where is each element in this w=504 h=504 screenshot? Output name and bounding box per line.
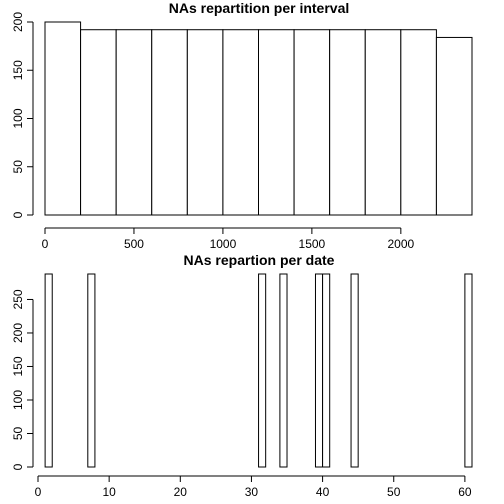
bar	[322, 273, 331, 468]
bar	[329, 29, 366, 216]
x-tick-label: 2000	[387, 237, 414, 251]
bar	[115, 29, 153, 216]
x-tick-label: 0	[42, 237, 49, 251]
y-tick-label: 0	[11, 463, 25, 470]
x-tick-label: 1500	[299, 237, 326, 251]
x-tick-label: 10	[102, 485, 116, 499]
x-tick-label: 20	[174, 485, 188, 499]
y-tick-label: 50	[11, 426, 25, 440]
bar	[151, 29, 188, 216]
bar	[350, 273, 359, 468]
bar	[222, 29, 260, 216]
interval-histogram: NAs repartition per interval 0 50 100 150 20…	[11, 0, 473, 251]
bar	[87, 273, 96, 468]
y-tick-label: 0	[11, 211, 25, 218]
y-tick-label: 50	[11, 160, 25, 174]
bar	[364, 29, 402, 216]
y-tick-label: 100	[11, 108, 25, 128]
bar	[400, 29, 437, 216]
bar	[464, 273, 473, 468]
bar	[258, 273, 267, 468]
bar	[80, 29, 117, 216]
y-tick-label: 200	[11, 12, 25, 32]
date-histogram: NAs repartion per date 0 50 100 150 200 250 0 1…	[11, 252, 473, 499]
x-tick-label: 60	[458, 485, 472, 499]
x-tick-label: 0	[35, 485, 42, 499]
bar	[44, 273, 53, 468]
x-tick-label: 50	[387, 485, 401, 499]
bar	[44, 21, 82, 216]
y-tick-label: 150	[11, 356, 25, 376]
date-chart-title: NAs repartion per date	[184, 252, 335, 268]
bar	[279, 273, 288, 468]
y-tick-label: 250	[11, 289, 25, 309]
y-tick-label: 200	[11, 323, 25, 343]
y-tick-label: 150	[11, 60, 25, 80]
y-tick-label: 100	[11, 390, 25, 410]
bar	[435, 36, 473, 216]
x-tick-label: 500	[124, 237, 144, 251]
bar	[186, 29, 224, 216]
x-tick-label: 30	[245, 485, 259, 499]
bar	[258, 29, 295, 216]
x-tick-label: 1000	[210, 237, 237, 251]
bar	[293, 29, 331, 216]
x-tick-label: 40	[316, 485, 330, 499]
bar	[314, 273, 324, 468]
interval-chart-title: NAs repartition per interval	[169, 0, 350, 16]
